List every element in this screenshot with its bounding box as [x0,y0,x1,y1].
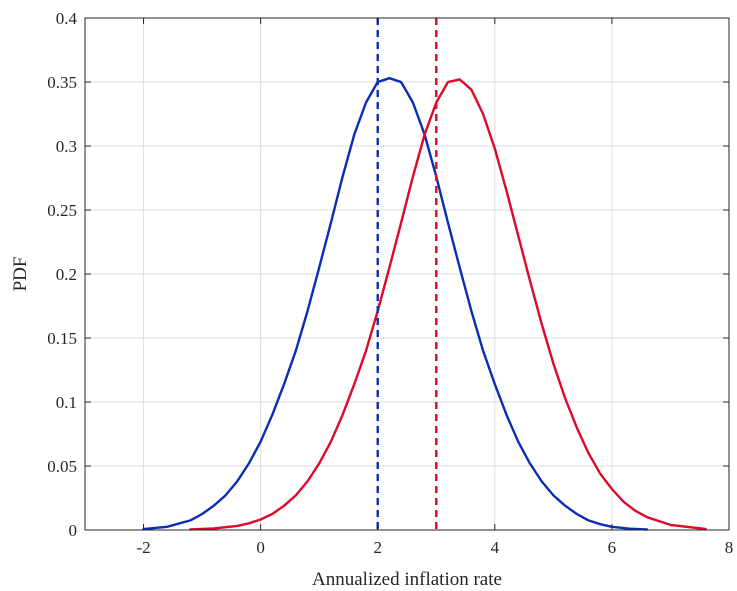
x-tick-label: 0 [256,538,265,557]
x-tick-label: -2 [136,538,150,557]
y-tick-label: 0.35 [47,73,77,92]
x-axis-label: Annualized inflation rate [312,569,502,590]
y-tick-label: 0.15 [47,329,77,348]
x-tick-label: 2 [373,538,382,557]
series-2-line [189,78,707,531]
y-tick-label: 0.3 [56,137,77,156]
y-axis-label: PDF [10,257,31,292]
x-tick-label: 8 [725,538,734,557]
series-1-line [142,76,649,531]
y-axis-ticks: 0 0.05 0.1 0.15 0.2 0.25 0.3 0.35 0.4 [47,9,729,540]
y-tick-label: 0.25 [47,201,77,220]
reference-lines [376,18,438,530]
y-tick-label: 0.05 [47,457,77,476]
y-tick-label: 0 [69,521,78,540]
curves [142,76,707,531]
x-axis-ticks: -2 0 2 4 6 8 [136,18,733,557]
y-tick-label: 0.2 [56,265,77,284]
grid [85,17,730,531]
x-tick-label: 6 [608,538,617,557]
y-tick-label: 0.4 [56,9,78,28]
x-tick-label: 4 [491,538,500,557]
y-tick-label: 0.1 [56,393,77,412]
